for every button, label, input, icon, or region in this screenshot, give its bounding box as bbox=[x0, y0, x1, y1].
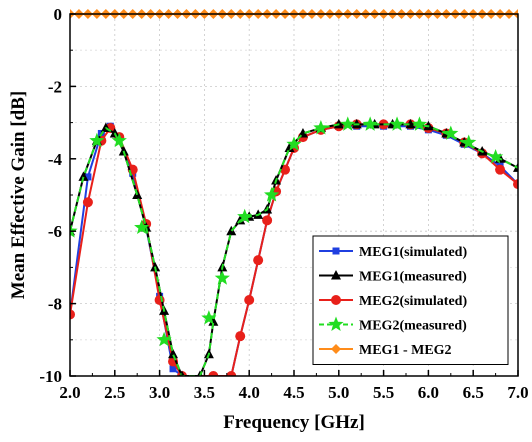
data-point bbox=[237, 208, 253, 224]
y-tick-label: -8 bbox=[48, 295, 62, 314]
data-point bbox=[201, 310, 217, 325]
legend-label: MEG1(simulated) bbox=[359, 245, 467, 260]
series-meg2-measured- bbox=[70, 116, 518, 376]
legend-swatch-marker bbox=[331, 344, 341, 354]
x-tick-label: 6.5 bbox=[463, 383, 484, 402]
data-point bbox=[244, 294, 255, 305]
data-point bbox=[313, 120, 329, 135]
legend: MEG1(simulated) MEG1(measured) MEG2(simula… bbox=[312, 235, 509, 365]
data-point bbox=[487, 148, 504, 164]
data-point bbox=[262, 215, 273, 226]
data-point bbox=[214, 270, 230, 285]
data-point bbox=[208, 316, 219, 326]
data-point bbox=[389, 116, 405, 131]
data-point bbox=[111, 132, 127, 148]
data-point bbox=[263, 187, 280, 202]
y-tick-label: -6 bbox=[48, 222, 62, 241]
data-point bbox=[134, 219, 150, 235]
y-axis-title: Mean Effective Gain [dB] bbox=[8, 91, 29, 299]
tick-layer: 2.0 2.5 3.0 3.5 4.0 4.5 5.0 5.5 6.0 6.5 7.0 0 -2 -4 -6… bbox=[39, 5, 528, 402]
data-point bbox=[461, 134, 477, 149]
data-point bbox=[405, 118, 416, 129]
data-point bbox=[168, 348, 179, 359]
x-axis-title: Frequency [GHz] bbox=[223, 412, 365, 433]
data-point bbox=[156, 331, 172, 347]
x-tick-label: 3.0 bbox=[149, 383, 170, 402]
grid-layer bbox=[70, 14, 518, 376]
legend-label: MEG1 - MEG2 bbox=[359, 343, 452, 358]
x-tick-label: 4.0 bbox=[239, 383, 260, 402]
data-point bbox=[84, 173, 92, 181]
y-tick-label: 0 bbox=[54, 5, 63, 24]
data-point bbox=[495, 164, 506, 175]
y-tick-label: -10 bbox=[39, 367, 62, 386]
data-point bbox=[362, 116, 378, 131]
data-point bbox=[235, 331, 246, 342]
x-tick-label: 5.5 bbox=[373, 383, 394, 402]
x-tick-label: 6.0 bbox=[418, 383, 439, 402]
data-point bbox=[70, 309, 75, 320]
legend-label: MEG1(measured) bbox=[359, 270, 467, 285]
series-line bbox=[70, 123, 518, 376]
legend-swatch-marker bbox=[332, 247, 340, 255]
data-point bbox=[513, 179, 518, 190]
legend-label: MEG2(simulated) bbox=[359, 294, 467, 309]
x-tick-label: 2.0 bbox=[59, 383, 80, 402]
y-tick-label: -2 bbox=[48, 77, 62, 96]
data-point bbox=[208, 371, 219, 376]
legend-swatch-marker bbox=[331, 295, 341, 305]
data-point bbox=[226, 371, 237, 376]
x-tick-label: 4.5 bbox=[283, 383, 304, 402]
data-point bbox=[411, 116, 428, 131]
data-point bbox=[82, 197, 93, 208]
data-point bbox=[70, 223, 78, 238]
data-point bbox=[340, 116, 356, 131]
data-point bbox=[286, 136, 302, 151]
legend-swatch-marker bbox=[328, 316, 344, 331]
x-tick-label: 2.5 bbox=[104, 383, 125, 402]
data-point bbox=[89, 132, 105, 148]
x-tick-label: 7.0 bbox=[507, 383, 528, 402]
x-tick-label: 3.5 bbox=[194, 383, 215, 402]
data-point bbox=[284, 142, 295, 152]
x-tick-label: 5.0 bbox=[328, 383, 349, 402]
data-point bbox=[169, 365, 177, 373]
data-point bbox=[443, 125, 459, 140]
data-point bbox=[78, 171, 89, 181]
legend-label: MEG2(measured) bbox=[359, 319, 467, 334]
legend-swatch-marker bbox=[331, 270, 341, 280]
data-point bbox=[253, 255, 264, 266]
y-tick-label: -4 bbox=[48, 150, 63, 169]
